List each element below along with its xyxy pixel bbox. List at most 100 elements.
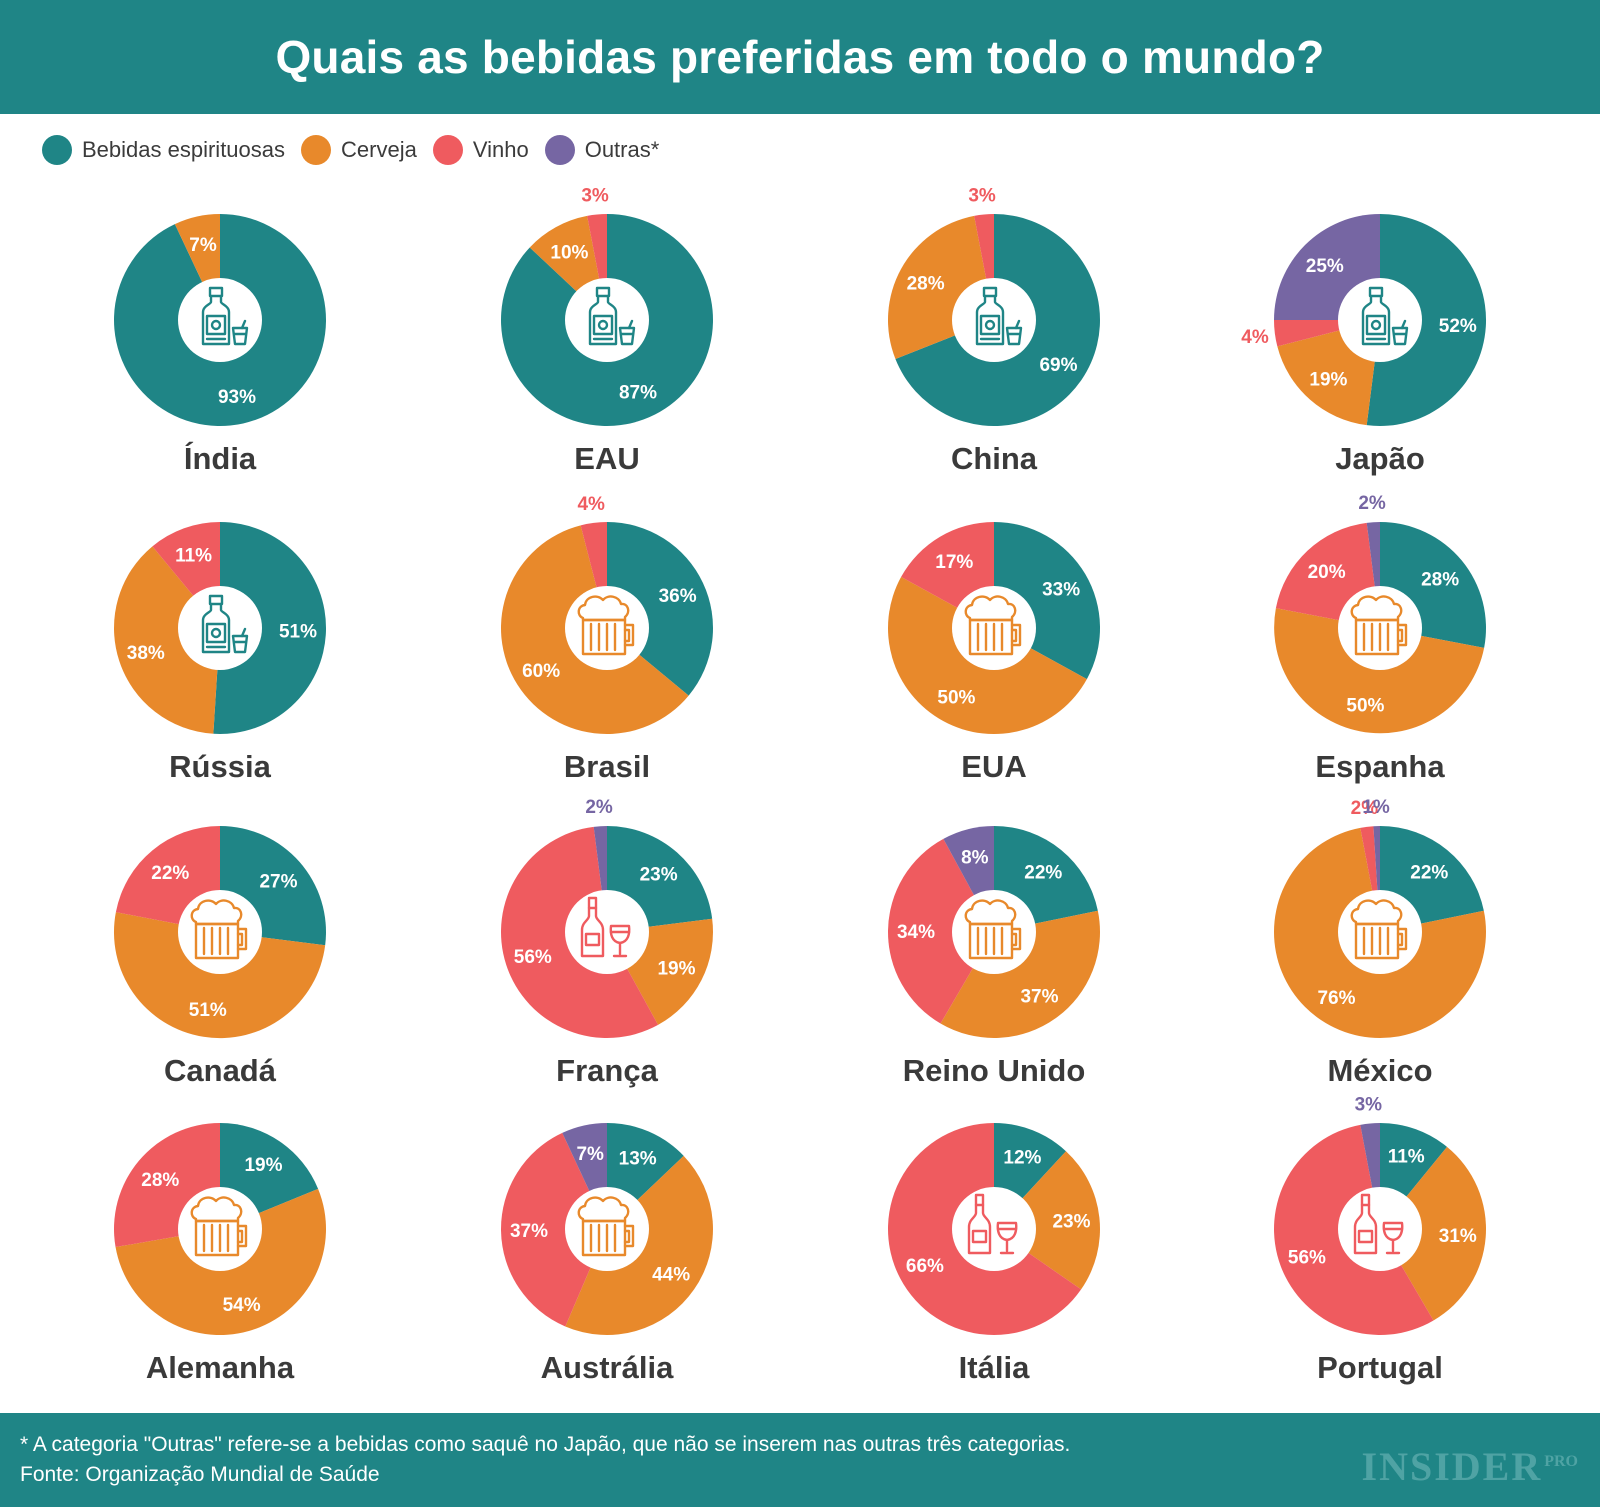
slice-label-china-vinho: 3% [968, 186, 996, 207]
beer-mug-icon [1350, 899, 1408, 960]
country-label-eua: EUA [961, 749, 1026, 784]
slice-australia-vinho [501, 1132, 607, 1327]
slice-label-franca-vinho: 56% [514, 947, 552, 968]
legend-item-beer: Cerveja [301, 135, 417, 165]
slice-label-mexico-outras: 1% [1362, 797, 1390, 818]
slice-label-franca-outras: 2% [585, 797, 613, 818]
slice-label-japao-cerveja: 19% [1309, 370, 1347, 391]
slice-label-eua-bebidas-espirituosas: 33% [1042, 579, 1080, 600]
slice-russia-bebidas-espirituosas [213, 522, 327, 734]
country-label-alemanha: Alemanha [146, 1350, 295, 1385]
slice-reino-unido-vinho [888, 838, 994, 1024]
slice-label-portugal-vinho: 56% [1288, 1247, 1326, 1268]
bottle-icon [1361, 286, 1409, 346]
pie-center-russia [178, 586, 262, 670]
page-title: Quais as bebidas preferidas em todo o mu… [275, 31, 1325, 83]
country-label-mexico: México [1327, 1053, 1432, 1088]
pie-chart-eau: 87% 10% 3% EAU [501, 186, 714, 476]
slice-russia-cerveja [114, 546, 220, 734]
bottle-icon [588, 286, 636, 346]
header-bar: Quais as bebidas preferidas em todo o mu… [0, 0, 1600, 114]
slice-brasil-bebidas-espirituosas [607, 522, 713, 696]
pie-center-india [178, 278, 262, 362]
pie-center-eau [565, 278, 649, 362]
country-label-eau: EAU [574, 441, 639, 476]
pie-chart-japao: 52% 19% 4% 25% Japão [1241, 213, 1487, 476]
country-label-russia: Rússia [169, 749, 271, 784]
slice-label-russia-cerveja: 38% [127, 643, 165, 664]
country-label-italia: Itália [959, 1350, 1030, 1385]
slice-label-alemanha-bebidas-espirituosas: 19% [244, 1155, 282, 1176]
country-label-japao: Japão [1335, 441, 1425, 476]
country-label-brasil: Brasil [564, 749, 650, 784]
slice-espanha-cerveja [1274, 608, 1485, 734]
slice-label-brasil-vinho: 4% [577, 494, 605, 515]
country-label-china: China [951, 441, 1038, 476]
slice-label-portugal-bebidas-espirituosas: 11% [1388, 1147, 1425, 1168]
slice-label-china-cerveja: 28% [907, 273, 945, 294]
pie-chart-alemanha: 19% 54% 28% Alemanha [114, 1123, 327, 1385]
country-label-reino-unido: Reino Unido [903, 1053, 1086, 1088]
source-note: Fonte: Organização Mundial de Saúde [20, 1463, 380, 1486]
slice-label-australia-bebidas-espirituosas: 13% [619, 1148, 657, 1169]
slice-label-india-cerveja: 7% [189, 235, 217, 256]
slice-label-reino-unido-cerveja: 37% [1020, 986, 1058, 1007]
pie-chart-brasil: 36% 60% 4% Brasil [500, 494, 713, 784]
slice-label-franca-cerveja: 19% [657, 958, 695, 979]
slice-label-reino-unido-vinho: 34% [897, 922, 935, 943]
slice-label-eua-cerveja: 50% [937, 687, 975, 708]
legend-swatch-other [544, 135, 575, 165]
slice-label-mexico-bebidas-espirituosas: 22% [1410, 863, 1448, 884]
slice-canada-cerveja [113, 912, 326, 1039]
slice-label-espanha-cerveja: 50% [1346, 696, 1384, 717]
slice-label-eau-cerveja: 10% [550, 243, 588, 264]
pie-chart-canada: 27% 51% 22% Canadá [113, 826, 326, 1088]
legend-item-other: Outras* [544, 135, 660, 165]
slice-label-canada-vinho: 22% [151, 863, 189, 884]
wine-icon [967, 1193, 1018, 1255]
slice-label-australia-outras: 7% [576, 1144, 604, 1165]
pie-center-japao [1338, 278, 1422, 362]
legend-swatch-wine [432, 135, 463, 165]
slice-label-italia-vinho: 66% [906, 1256, 944, 1277]
slice-label-italia-bebidas-espirituosas: 12% [1003, 1147, 1041, 1168]
slice-label-italia-cerveja: 23% [1052, 1212, 1090, 1233]
beer-mug-icon [190, 899, 248, 960]
slice-label-japao-outras: 25% [1306, 256, 1344, 277]
slice-japao-bebidas-espirituosas [1366, 213, 1487, 426]
beer-mug-icon [577, 1196, 635, 1257]
country-label-india: Índia [184, 441, 257, 476]
slice-label-eau-vinho: 3% [581, 186, 609, 207]
legend-label-other: Outras* [584, 137, 660, 162]
slice-label-portugal-outras: 3% [1355, 1095, 1383, 1116]
slice-label-alemanha-vinho: 28% [141, 1170, 179, 1191]
pie-chart-eua: 33% 50% 17% EUA [887, 522, 1101, 784]
country-label-franca: França [556, 1053, 658, 1088]
pie-center-china [952, 278, 1036, 362]
pie-chart-india: 93% 7% Índia [114, 214, 327, 476]
pie-chart-franca: 23% 19% 56% 2% França [501, 797, 713, 1088]
logo-suffix: PRO [1544, 1453, 1578, 1470]
pie-center-italia [952, 1187, 1036, 1271]
slice-label-espanha-outras: 2% [1358, 493, 1386, 514]
pie-chart-espanha: 28% 50% 20% 2% Espanha [1274, 493, 1486, 784]
wine-icon [580, 896, 631, 958]
slice-label-mexico-vinho: 2% [1351, 798, 1379, 819]
slice-italia-cerveja [994, 1151, 1100, 1290]
legend-label-spirits: Bebidas espirituosas [82, 137, 286, 162]
pie-center-franca [565, 890, 649, 974]
slice-label-franca-bebidas-espirituosas: 23% [640, 865, 678, 886]
pie-chart-reino-unido: 22% 37% 34% 8% Reino Unido [888, 825, 1101, 1088]
wine-icon [1353, 1193, 1404, 1255]
legend-label-beer: Cerveja [341, 137, 417, 162]
footnote: * A categoria "Outras" refere-se a bebid… [20, 1433, 1071, 1456]
logo-text: INSIDER [1361, 1444, 1543, 1489]
country-label-australia: Austrália [541, 1350, 674, 1385]
slice-label-reino-unido-outras: 8% [961, 847, 989, 868]
slice-label-mexico-cerveja: 76% [1317, 988, 1355, 1009]
pie-chart-china: 69% 28% 3% China [887, 186, 1100, 476]
legend-item-spirits: Bebidas espirituosas [42, 135, 285, 165]
slice-label-brasil-bebidas-espirituosas: 36% [659, 586, 697, 607]
slice-label-espanha-vinho: 20% [1308, 562, 1346, 583]
